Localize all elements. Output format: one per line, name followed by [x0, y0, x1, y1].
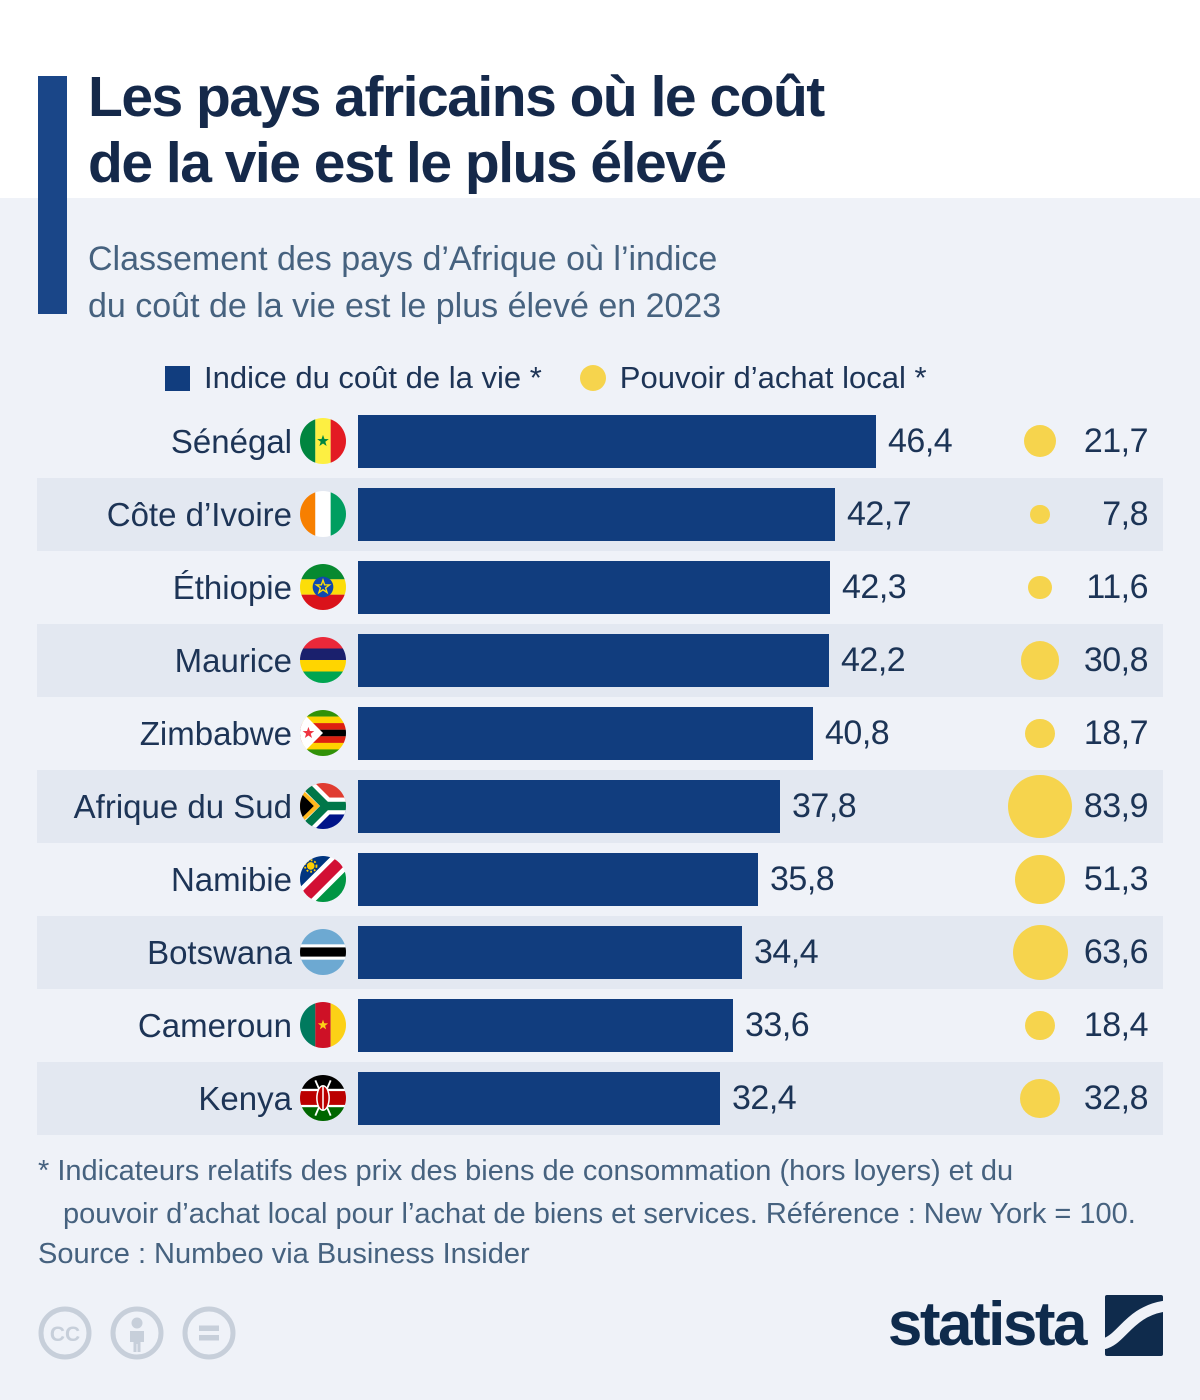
- cost-index-value: 32,4: [732, 1079, 797, 1117]
- botswana-flag-icon: [300, 929, 346, 975]
- country-label: Éthiopie: [172, 569, 292, 606]
- purchasing-power-legend-dot: [579, 365, 606, 391]
- purchasing-power-value: 11,6: [1086, 568, 1148, 606]
- country-label: Cameroun: [137, 1007, 292, 1044]
- purchasing-power-value: 63,6: [1083, 933, 1149, 971]
- equal-icon[interactable]: [181, 1305, 237, 1361]
- cost-index-value: 37,8: [792, 787, 857, 825]
- chart-row: Sénégal 46,4 21,7: [0, 405, 1200, 478]
- chart-legend: Indice du coût de la vie * Pouvoir d’ach…: [165, 360, 927, 396]
- purchasing-power-legend-label: Pouvoir d’achat local *: [619, 360, 927, 395]
- cost-index-bar: [358, 488, 835, 541]
- country-label: Botswana: [147, 934, 292, 971]
- cost-index-value: 46,4: [888, 422, 953, 460]
- purchasing-power-dot: [1025, 1010, 1055, 1041]
- purchasing-power-value: 21,7: [1083, 422, 1149, 460]
- senegal-flag-icon: [300, 418, 346, 464]
- footnote: * Indicateurs relatifs des prix des bien…: [38, 1150, 1136, 1236]
- footnote-line-2: pouvoir d’achat local pour l’achat de bi…: [63, 1198, 1136, 1230]
- purchasing-power-dot: [1024, 425, 1057, 458]
- cost-index-value: 35,8: [770, 860, 835, 898]
- purchasing-power-value: 7,8: [1102, 495, 1148, 533]
- chart-row: Cameroun 33,6 18,4: [0, 989, 1200, 1062]
- purchasing-power-value: 30,8: [1083, 641, 1149, 679]
- page-title: Les pays africains où le coût de la vie …: [88, 64, 825, 196]
- purchasing-power-dot: [1025, 718, 1055, 749]
- country-label: Afrique du Sud: [73, 788, 292, 825]
- purchasing-power-dot: [1008, 774, 1072, 839]
- chart-subtitle: Classement des pays d’Afrique où l’indic…: [88, 236, 721, 330]
- purchasing-power-value: 83,9: [1083, 787, 1149, 825]
- cost-index-value: 42,3: [842, 568, 907, 606]
- maurice-flag-icon: [300, 637, 346, 683]
- cost-index-value: 34,4: [754, 933, 819, 971]
- cost-index-bar: [358, 634, 829, 687]
- svg-text:CC: CC: [50, 1323, 80, 1346]
- country-label: Zimbabwe: [139, 715, 292, 752]
- cost-index-legend-label: Indice du coût de la vie *: [204, 360, 542, 395]
- cost-index-bar: [358, 780, 780, 833]
- statista-logo[interactable]: statista: [888, 1292, 1163, 1358]
- chart-subtitle-line-2: du coût de la vie est le plus élevé en 2…: [88, 287, 722, 325]
- cc-icon[interactable]: CC: [37, 1305, 93, 1361]
- country-label: Kenya: [198, 1080, 292, 1117]
- cost-index-bar: [358, 1072, 720, 1125]
- chart-row: Kenya 32,4 32,8: [0, 1062, 1200, 1135]
- title-accent-bar: [38, 76, 67, 314]
- cost-index-bar: [358, 926, 742, 979]
- page-title-line-1: Les pays africains où le coût: [88, 65, 825, 129]
- attribution-icon[interactable]: [109, 1305, 165, 1361]
- cost-index-bar: [358, 561, 830, 614]
- chart-row: Côte d’Ivoire 42,7 7,8: [0, 478, 1200, 551]
- chart-row: Maurice 42,2 30,8: [0, 624, 1200, 697]
- chart-row: Zimbabwe 40,8 18,7: [0, 697, 1200, 770]
- afrique-du-sud-flag-icon: [300, 783, 346, 829]
- purchasing-power-value: 18,7: [1083, 714, 1149, 752]
- cameroun-flag-icon: [300, 1002, 346, 1048]
- purchasing-power-dot: [1012, 925, 1068, 980]
- cost-index-value: 42,2: [841, 641, 906, 679]
- statista-logo-text: statista: [887, 1290, 1088, 1359]
- cost-index-value: 40,8: [825, 714, 890, 752]
- purchasing-power-dot: [1020, 641, 1060, 680]
- ethiopie-flag-icon: [300, 564, 346, 610]
- statista-logo-mark: [1105, 1294, 1163, 1356]
- cost-index-bar: [358, 853, 758, 906]
- purchasing-power-dot: [1020, 1078, 1060, 1119]
- cost-index-bar: [358, 707, 813, 760]
- country-label: Sénégal: [170, 423, 292, 460]
- cost-index-bar: [358, 415, 876, 468]
- chart-subtitle-line-1: Classement des pays d’Afrique où l’indic…: [88, 240, 718, 278]
- source-line: Source : Numbeo via Business Insider: [38, 1238, 530, 1270]
- namibie-flag-icon: [300, 856, 346, 902]
- footnote-line-1: * Indicateurs relatifs des prix des bien…: [38, 1155, 1014, 1187]
- purchasing-power-dot: [1030, 504, 1050, 525]
- purchasing-power-value: 32,8: [1083, 1079, 1149, 1117]
- chart-row: Botswana 34,4 63,6: [0, 916, 1200, 989]
- zimbabwe-flag-icon: [300, 710, 346, 756]
- cost-index-legend-swatch: [165, 365, 190, 391]
- country-label: Maurice: [174, 642, 292, 679]
- purchasing-power-value: 18,4: [1083, 1006, 1149, 1044]
- purchasing-power-dot: [1015, 854, 1065, 905]
- cost-index-bar: [358, 999, 733, 1052]
- cost-index-value: 33,6: [745, 1006, 810, 1044]
- purchasing-power-value: 51,3: [1083, 860, 1149, 898]
- chart-row: Éthiopie 42,3 11,6: [0, 551, 1200, 624]
- country-label: Namibie: [170, 861, 292, 898]
- country-label: Côte d’Ivoire: [106, 496, 292, 533]
- purchasing-power-dot: [1028, 575, 1052, 600]
- cote-divoire-flag-icon: [300, 491, 346, 537]
- chart-row: Afrique du Sud 37,8 83,9: [0, 770, 1200, 843]
- license-badges: CC: [37, 1305, 237, 1361]
- chart-rows: Sénégal 46,4 21,7 Côte d’Ivoire 42,7 7,8 Éthio…: [0, 405, 1200, 1135]
- chart-row: Namibie 35,8 51,3: [0, 843, 1200, 916]
- kenya-flag-icon: [300, 1075, 346, 1121]
- cost-index-value: 42,7: [847, 495, 912, 533]
- page-title-line-2: de la vie est le plus élevé: [88, 131, 727, 195]
